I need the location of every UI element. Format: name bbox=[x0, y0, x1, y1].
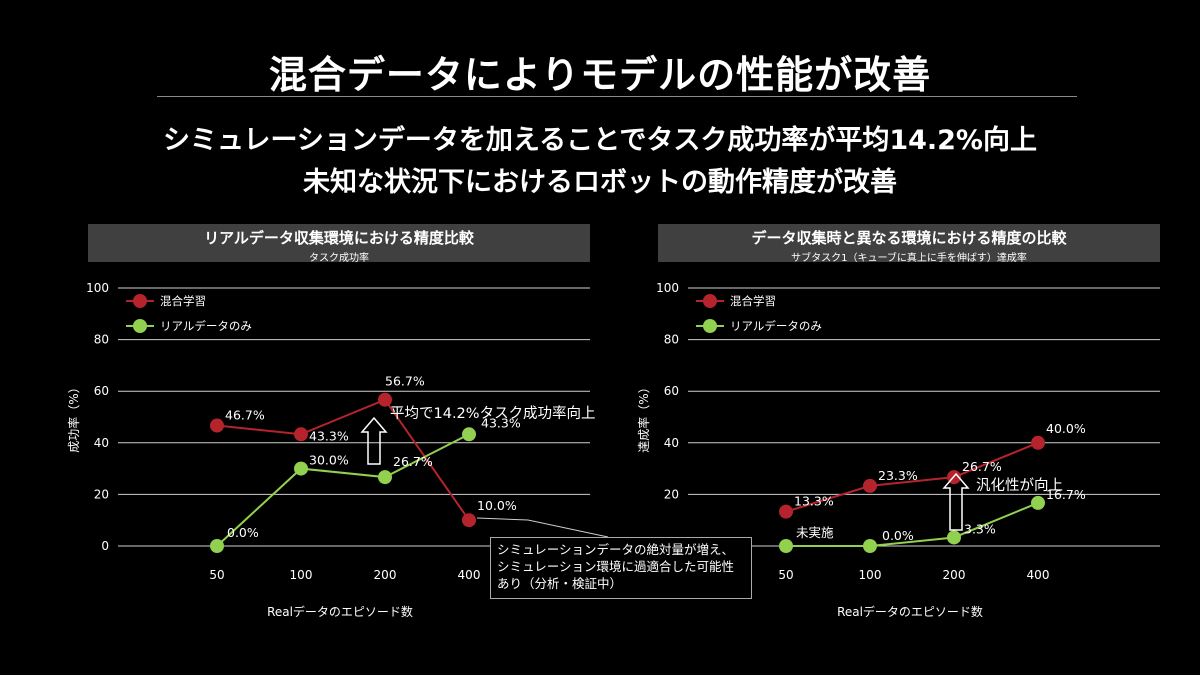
right-y-tick-label: 40 bbox=[664, 436, 679, 450]
right-data-label-0: 23.3% bbox=[878, 468, 918, 483]
right-data-point-1 bbox=[947, 530, 961, 545]
right-legend-marker-1 bbox=[703, 319, 717, 333]
right-data-label-1: 未実施 bbox=[796, 525, 834, 540]
left-legend-marker-0 bbox=[133, 294, 147, 308]
right-x-tick-label: 200 bbox=[943, 568, 966, 582]
left-y-tick-label: 0 bbox=[101, 539, 109, 553]
left-legend-label-0: 混合学習 bbox=[160, 294, 206, 308]
overfit-note: シミュレーションデータの絶対量が増え、シミュレーション環境に過適合した可能性あり… bbox=[490, 537, 752, 599]
right-data-point-0 bbox=[863, 478, 877, 493]
left-data-label-1: 30.0% bbox=[309, 453, 349, 468]
right-improvement-arrow bbox=[942, 472, 970, 531]
left-data-label-1: 43.3% bbox=[481, 415, 521, 430]
right-x-axis-title: Realデータのエピソード数 bbox=[837, 604, 983, 619]
right-legend-label-0: 混合学習 bbox=[730, 294, 776, 308]
right-data-label-1: 0.0% bbox=[882, 528, 914, 543]
left-y-tick-label: 20 bbox=[94, 487, 109, 501]
left-data-point-0 bbox=[294, 427, 308, 442]
left-data-label-1: 0.0% bbox=[227, 525, 259, 540]
note-pointer bbox=[476, 517, 609, 538]
left-data-point-0 bbox=[378, 392, 392, 407]
right-y-axis-title: 達成率（%） bbox=[636, 381, 651, 452]
left-data-point-0 bbox=[462, 513, 476, 528]
left-x-tick-label: 200 bbox=[374, 568, 397, 582]
right-series-line-1 bbox=[786, 501, 1039, 547]
left-y-tick-label: 40 bbox=[94, 436, 109, 450]
right-legend-marker-0 bbox=[703, 294, 717, 308]
right-data-point-0 bbox=[779, 504, 793, 519]
title-divider bbox=[157, 96, 1077, 97]
left-data-label-0: 46.7% bbox=[225, 408, 265, 423]
left-y-tick-label: 60 bbox=[94, 384, 109, 398]
right-x-tick-label: 100 bbox=[859, 568, 882, 582]
left-data-point-0 bbox=[210, 418, 224, 433]
right-y-tick-label: 20 bbox=[664, 487, 679, 501]
right-y-tick-label: 100 bbox=[656, 281, 679, 295]
right-data-label-1: 16.7% bbox=[1046, 487, 1086, 502]
left-data-label-0: 56.7% bbox=[385, 374, 425, 389]
left-data-point-1 bbox=[294, 461, 308, 476]
right-data-label-0: 40.0% bbox=[1046, 421, 1086, 436]
right-data-point-1 bbox=[779, 539, 793, 553]
right-data-point-0 bbox=[1031, 435, 1045, 450]
right-data-label-0: 13.3% bbox=[794, 494, 834, 509]
left-chart-header: リアルデータ収集環境における精度比較 タスク成功率 bbox=[88, 224, 590, 264]
right-data-point-1 bbox=[1031, 495, 1045, 510]
right-data-label-1: 3.3% bbox=[964, 521, 996, 536]
right-series-line-0 bbox=[785, 441, 1039, 513]
left-data-point-1 bbox=[210, 539, 224, 553]
left-x-axis-title: Realデータのエピソード数 bbox=[267, 604, 413, 619]
right-improvement-annotation: 汎化性が向上 bbox=[976, 477, 1063, 494]
left-y-tick-label: 80 bbox=[94, 333, 109, 347]
left-chart-subtitle: タスク成功率 bbox=[309, 253, 369, 264]
right-chart-header: データ収集時と異なる環境における精度の比較 サブタスク1（キューブに真上に手を伸… bbox=[658, 224, 1160, 264]
left-y-tick-label: 100 bbox=[86, 281, 109, 295]
left-data-label-0: 43.3% bbox=[309, 428, 349, 443]
left-y-axis-title: 成功率（%） bbox=[66, 381, 81, 452]
left-improvement-arrow bbox=[360, 416, 388, 465]
right-chart-subtitle: サブタスク1（キューブに真上に手を伸ばす）達成率 bbox=[791, 253, 1027, 264]
left-legend-marker-1 bbox=[133, 319, 147, 333]
left-legend-label-1: リアルデータのみ bbox=[160, 319, 252, 333]
left-data-point-1 bbox=[378, 470, 392, 485]
left-x-tick-label: 400 bbox=[458, 568, 481, 582]
right-chart-title: データ収集時と異なる環境における精度の比較 bbox=[751, 229, 1067, 247]
left-x-tick-label: 50 bbox=[209, 568, 224, 582]
right-data-label-0: 26.7% bbox=[962, 459, 1002, 474]
right-y-tick-label: 60 bbox=[664, 384, 679, 398]
subtitle-success-rate: シミュレーションデータを加えることでタスク成功率が平均14.2%向上 bbox=[163, 125, 1037, 156]
left-improvement-annotation: 平均で14.2%タスク成功率向上 bbox=[390, 405, 596, 422]
left-chart-title: リアルデータ収集環境における精度比較 bbox=[204, 229, 474, 247]
slide-title: 混合データによりモデルの性能が改善 bbox=[268, 53, 932, 97]
right-y-tick-label: 80 bbox=[664, 333, 679, 347]
left-data-point-1 bbox=[462, 427, 476, 442]
right-x-tick-label: 400 bbox=[1027, 568, 1050, 582]
left-series-line-1 bbox=[216, 433, 470, 547]
right-x-tick-label: 50 bbox=[778, 568, 793, 582]
left-x-tick-label: 100 bbox=[290, 568, 313, 582]
subtitle-accuracy: 未知な状況下におけるロボットの動作精度が改善 bbox=[303, 167, 897, 198]
right-legend-label-1: リアルデータのみ bbox=[730, 319, 822, 333]
left-data-label-1: 26.7% bbox=[393, 454, 433, 469]
left-series-line-0 bbox=[216, 398, 470, 521]
right-data-point-1 bbox=[863, 539, 877, 553]
left-data-label-0: 10.0% bbox=[477, 498, 517, 513]
